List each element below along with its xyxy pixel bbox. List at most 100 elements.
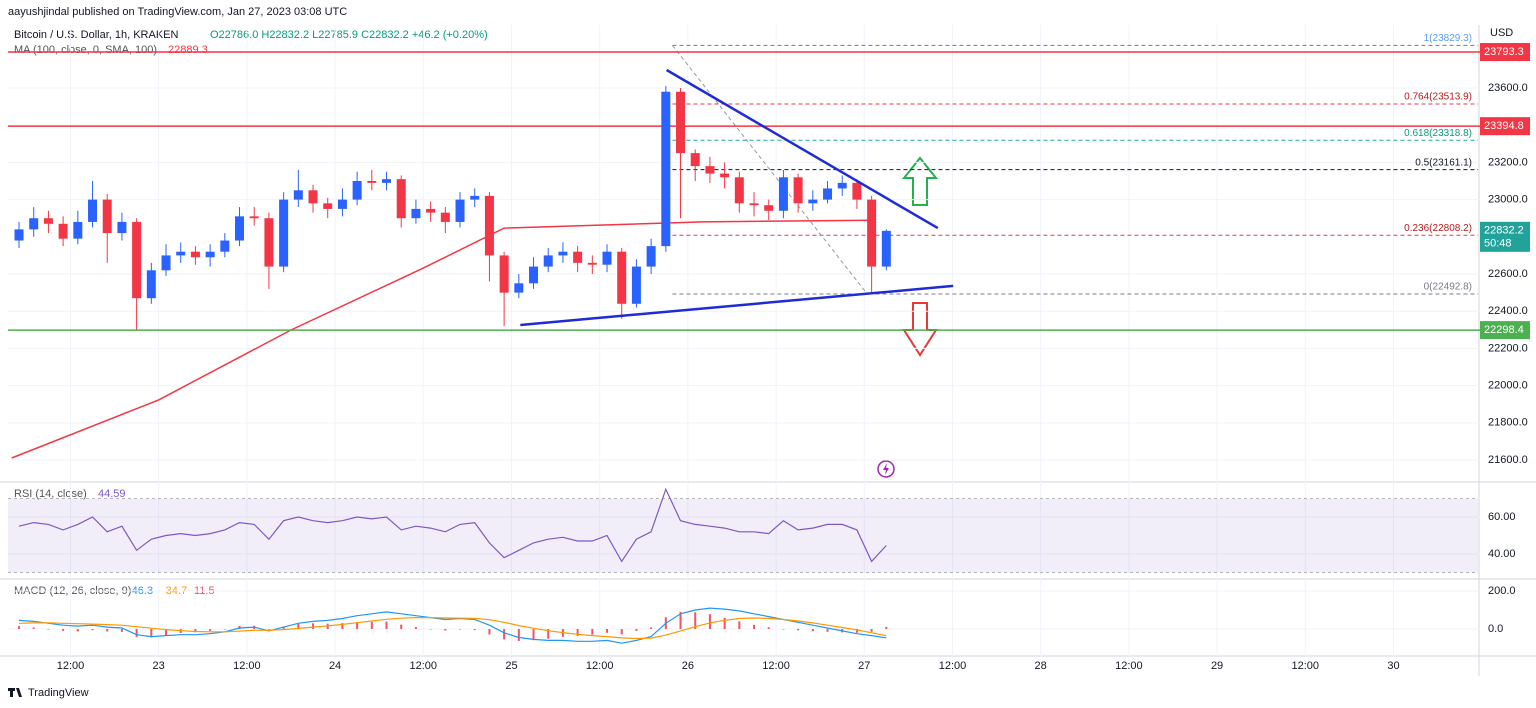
macd-histogram-bar — [855, 628, 858, 633]
macd-histogram-bar — [135, 628, 138, 637]
macd-histogram-bar — [694, 612, 697, 629]
candle-body — [88, 199, 98, 222]
macd-histogram-bar — [444, 628, 447, 631]
ohlc: O22786.0 H22832.2 L22785.9 C22832.2 +46.… — [210, 29, 488, 41]
candle-body — [484, 195, 494, 256]
macd-histogram-bar — [753, 624, 756, 629]
candle-body — [587, 262, 597, 265]
ma-legend: MA (100, close, 0, SMA, 100) — [14, 44, 157, 56]
candle-body — [808, 199, 818, 204]
candle-body — [573, 251, 583, 263]
macd-histogram-bar — [708, 614, 711, 629]
ma-legend-value: 22889.3 — [168, 44, 208, 56]
y-tick-label: 0.0 — [1488, 623, 1503, 635]
alert-icon[interactable] — [877, 460, 895, 478]
candle-body — [778, 177, 788, 211]
x-tick-label: 29 — [1211, 660, 1223, 672]
unit: USD — [1490, 27, 1513, 39]
macd-histogram-bar — [47, 628, 50, 630]
candle-body — [631, 266, 641, 304]
candle-body — [279, 199, 289, 267]
macd-histogram-bar — [459, 628, 462, 630]
candle-body — [396, 179, 406, 219]
candle-body — [205, 251, 215, 258]
macd-histogram-bar — [62, 628, 65, 631]
y-tick-label: 200.0 — [1488, 585, 1516, 597]
macd-histogram-bar — [32, 627, 35, 629]
macd-histogram-bar — [312, 623, 315, 629]
candle-body — [543, 255, 553, 267]
y-tick-label: 40.00 — [1488, 548, 1516, 560]
macd-histogram-bar — [797, 628, 800, 631]
macd-histogram-bar — [723, 617, 726, 629]
current-price-label: 22832.2 — [1484, 225, 1524, 237]
x-tick-label: 24 — [329, 660, 341, 672]
rsi-line — [18, 487, 887, 563]
x-tick-label: 26 — [682, 660, 694, 672]
macd-line — [18, 607, 887, 644]
price-line-label: 23793.3 — [1484, 46, 1524, 58]
price-line-label-box — [1480, 43, 1530, 62]
x-tick-label: 25 — [505, 660, 517, 672]
brand: TradingView — [28, 687, 89, 699]
candle-body — [867, 199, 877, 267]
candle-body — [529, 266, 539, 284]
macd-histogram-bar — [782, 628, 785, 630]
up-arrow — [901, 156, 939, 206]
candle-body — [73, 221, 83, 239]
x-tick-label: 12:00 — [233, 660, 261, 672]
candle-body — [455, 199, 465, 222]
x-tick-label: 12:00 — [939, 660, 967, 672]
publisher: aayushjindal published on TradingView.co… — [8, 6, 347, 18]
macd-histogram-bar — [488, 628, 491, 635]
candle-body — [337, 199, 347, 209]
macd-histogram-bar — [223, 628, 226, 630]
candle-body — [102, 199, 112, 234]
rsi-legend: RSI (14, close) — [14, 488, 87, 500]
macd-histogram-bar — [473, 628, 476, 631]
candle-body — [146, 270, 156, 299]
x-tick-label: 12:00 — [586, 660, 614, 672]
x-tick-label: 28 — [1035, 660, 1047, 672]
macd-histogram-bar — [532, 628, 535, 641]
macd-histogram-bar — [429, 628, 432, 630]
y-tick-label: 22200.0 — [1488, 342, 1528, 354]
candle-body — [367, 181, 377, 183]
x-tick-label: 30 — [1387, 660, 1399, 672]
macd-histogram-bar — [150, 628, 153, 638]
macd-histogram-bar — [209, 628, 212, 631]
macd-histogram-bar — [606, 628, 609, 633]
y-tick-label: 22600.0 — [1488, 268, 1528, 280]
macd-histogram-bar — [120, 628, 123, 632]
candle-body — [470, 195, 480, 200]
macd-histogram-bar — [547, 628, 550, 639]
y-tick-label: 60.00 — [1488, 511, 1516, 523]
candle-body — [881, 230, 891, 267]
candle-body — [734, 177, 744, 204]
candle-body — [352, 181, 362, 200]
candle-body — [690, 153, 700, 167]
candle-body — [558, 251, 568, 256]
candle-body — [720, 173, 730, 178]
candle-body — [220, 240, 230, 252]
macd-histogram-bar — [826, 628, 829, 632]
fib-trend — [672, 45, 868, 295]
candle-body — [514, 283, 524, 293]
y-tick-label: 21800.0 — [1488, 417, 1528, 429]
macd-histogram-bar — [738, 621, 741, 629]
macd-histogram-bar — [370, 621, 373, 629]
moving-average — [11, 219, 872, 459]
macd-histogram-bar — [385, 621, 388, 629]
candle-body — [14, 229, 24, 241]
candle-body — [602, 251, 612, 265]
candle-body — [426, 208, 436, 213]
rsi-legend-value: 44.59 — [98, 488, 126, 500]
plot-layer — [0, 25, 1536, 676]
countdown: 50:48 — [1484, 238, 1512, 250]
macd-histogram-bar — [165, 628, 168, 636]
macd-histogram-bar — [885, 626, 888, 629]
macd-histogram-bar — [356, 621, 359, 629]
candle-body — [705, 166, 715, 174]
macd-histogram-bar — [194, 628, 197, 633]
